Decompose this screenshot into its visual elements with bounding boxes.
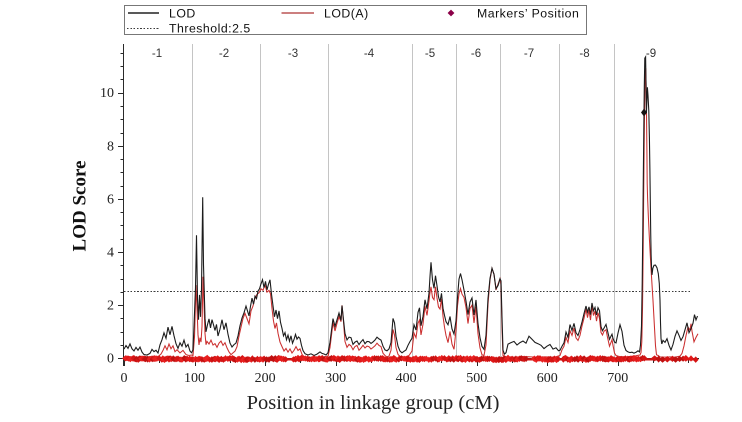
svg-text:LOD Score: LOD Score <box>70 161 91 252</box>
svg-text:-4: -4 <box>364 48 375 60</box>
svg-text:700: 700 <box>607 371 628 386</box>
svg-text:200: 200 <box>255 371 276 386</box>
svg-text:6: 6 <box>107 192 114 207</box>
svg-text:-8: -8 <box>579 48 589 60</box>
svg-text:-3: -3 <box>288 48 298 60</box>
svg-text:Markers’ Position: Markers’ Position <box>477 6 579 20</box>
svg-text:400: 400 <box>396 371 417 386</box>
svg-text:600: 600 <box>537 371 558 386</box>
svg-text:2: 2 <box>107 299 114 314</box>
svg-text:LOD(A): LOD(A) <box>324 6 369 20</box>
svg-text:-7: -7 <box>524 48 534 60</box>
svg-text:Threshold:2.5: Threshold:2.5 <box>169 21 251 35</box>
svg-text:LOD: LOD <box>169 6 196 20</box>
svg-text:Position in linkage group (cM): Position in linkage group (cM) <box>247 392 500 414</box>
svg-text:-5: -5 <box>425 48 435 60</box>
svg-text:-1: -1 <box>152 48 162 60</box>
svg-text:-9: -9 <box>646 48 656 60</box>
svg-text:300: 300 <box>325 371 346 386</box>
svg-text:0: 0 <box>121 371 128 386</box>
svg-text:4: 4 <box>107 246 114 261</box>
svg-text:8: 8 <box>107 139 114 154</box>
svg-text:-6: -6 <box>471 48 481 60</box>
svg-text:-2: -2 <box>219 48 229 60</box>
svg-text:500: 500 <box>466 371 487 386</box>
svg-text:0: 0 <box>107 352 114 367</box>
svg-text:10: 10 <box>100 86 114 101</box>
svg-text:100: 100 <box>184 371 205 386</box>
